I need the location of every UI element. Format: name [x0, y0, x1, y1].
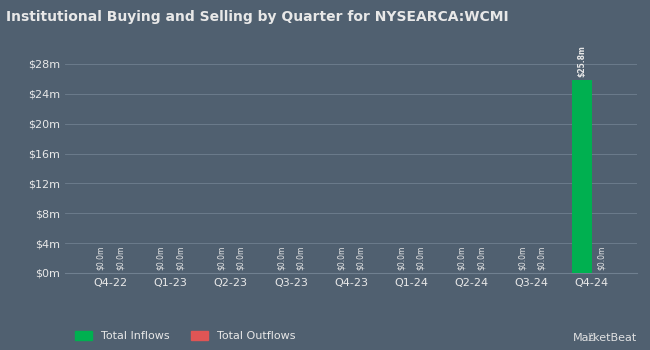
Text: $0.0m: $0.0m [236, 246, 245, 270]
Text: $0.0m: $0.0m [397, 246, 406, 270]
Text: $0.0m: $0.0m [597, 246, 606, 270]
Text: $0.0m: $0.0m [116, 246, 124, 270]
Text: $0.0m: $0.0m [337, 246, 346, 270]
Text: $0.0m: $0.0m [96, 246, 105, 270]
Legend: Total Inflows, Total Outflows: Total Inflows, Total Outflows [71, 327, 300, 346]
Text: MarketBeat: MarketBeat [573, 333, 637, 343]
Text: ♖: ♖ [586, 333, 595, 343]
Text: $0.0m: $0.0m [176, 246, 185, 270]
Text: $0.0m: $0.0m [517, 246, 526, 270]
Text: $0.0m: $0.0m [537, 246, 546, 270]
Bar [573, 80, 592, 273]
Text: Institutional Buying and Selling by Quarter for NYSEARCA:WCMI: Institutional Buying and Selling by Quar… [6, 10, 509, 25]
Text: $0.0m: $0.0m [356, 246, 365, 270]
Text: $0.0m: $0.0m [296, 246, 305, 270]
Text: $0.0m: $0.0m [156, 246, 165, 270]
Text: $0.0m: $0.0m [416, 246, 425, 270]
Text: $0.0m: $0.0m [277, 246, 286, 270]
Text: $0.0m: $0.0m [216, 246, 226, 270]
Text: $0.0m: $0.0m [457, 246, 466, 270]
Text: $25.8m: $25.8m [578, 46, 586, 77]
Text: $0.0m: $0.0m [476, 246, 486, 270]
